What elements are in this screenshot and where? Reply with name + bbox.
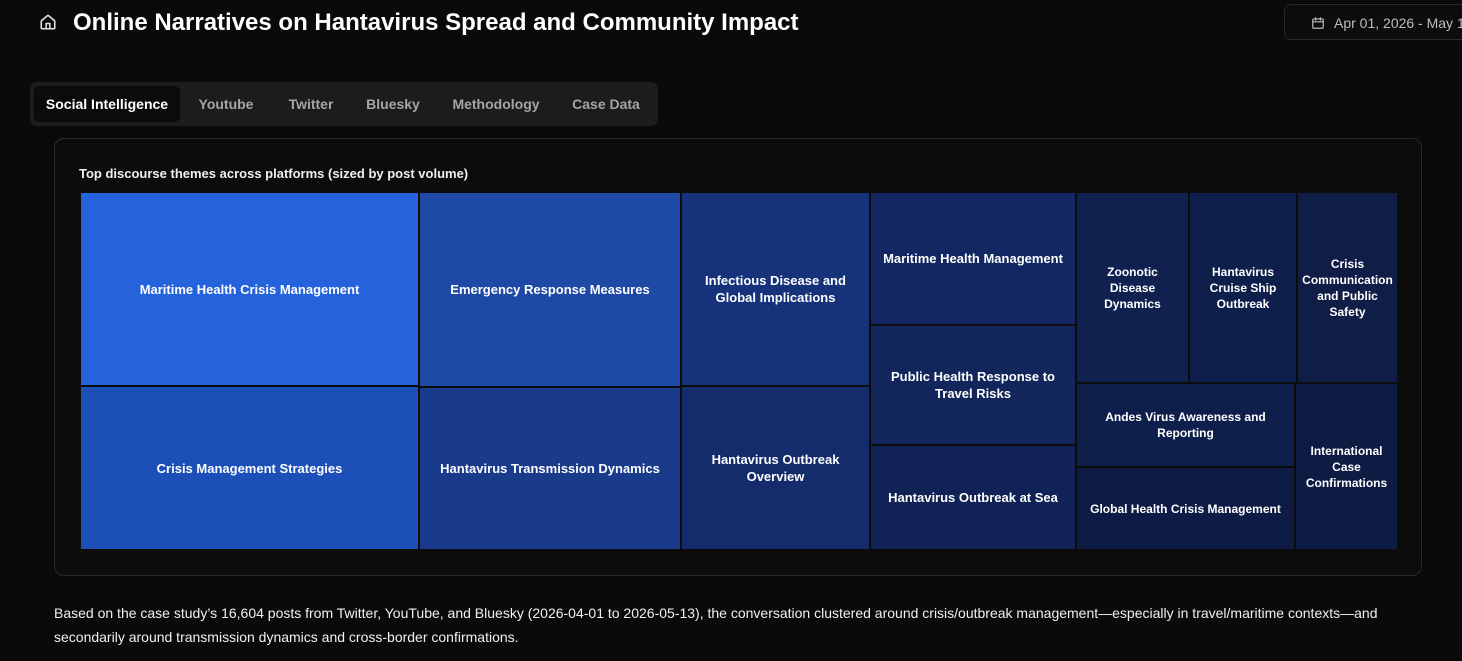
- treemap-tile-label: Hantavirus Cruise Ship Outbreak: [1209, 264, 1277, 311]
- treemap-tile[interactable]: Andes Virus Awareness and Reporting: [1076, 383, 1295, 467]
- treemap-tile[interactable]: Public Health Response to Travel Risks: [870, 325, 1076, 445]
- treemap-tile[interactable]: Crisis Management Strategies: [80, 386, 419, 550]
- treemap-card: Top discourse themes across platforms (s…: [54, 138, 1422, 576]
- tab-social-intelligence[interactable]: Social Intelligence: [34, 86, 180, 122]
- treemap-tile-label: Maritime Health Crisis Management: [139, 281, 360, 297]
- treemap-tile-label: Hantavirus Outbreak at Sea: [888, 490, 1058, 505]
- treemap-tile[interactable]: Infectious Disease and Global Implicatio…: [681, 192, 870, 386]
- treemap-tile-label: International Case Confirmations: [1305, 443, 1388, 490]
- treemap-tile[interactable]: Hantavirus Outbreak Overview: [681, 386, 870, 550]
- tab-methodology[interactable]: Methodology: [452, 96, 540, 112]
- treemap-tile[interactable]: Maritime Health Crisis Management: [80, 192, 419, 386]
- tab-bluesky[interactable]: Bluesky: [366, 96, 420, 112]
- treemap-tile[interactable]: Hantavirus Cruise Ship Outbreak: [1189, 192, 1297, 383]
- treemap-tile[interactable]: Hantavirus Outbreak at Sea: [870, 445, 1076, 550]
- tab-youtube[interactable]: Youtube: [198, 96, 254, 112]
- treemap-tile-label: Infectious Disease and Global Implicatio…: [705, 273, 846, 305]
- treemap-tile-label: Maritime Health Management: [883, 251, 1063, 266]
- treemap-tile[interactable]: Hantavirus Transmission Dynamics: [419, 387, 681, 550]
- treemap-tile-label: Hantavirus Outbreak Overview: [711, 452, 840, 484]
- treemap-chart: Maritime Health Crisis Management Crisis …: [80, 192, 1398, 550]
- treemap-tile-label: Andes Virus Awareness and Reporting: [1105, 410, 1266, 440]
- treemap-tile-label: Hantavirus Transmission Dynamics: [440, 461, 660, 476]
- treemap-tile[interactable]: Emergency Response Measures: [419, 192, 681, 387]
- tab-bar: Social Intelligence Youtube Twitter Blue…: [30, 82, 658, 126]
- treemap-tile-label: Global Health Crisis Management: [1090, 501, 1281, 516]
- treemap-tile[interactable]: Maritime Health Management: [870, 192, 1076, 325]
- treemap-tile-label: Public Health Response to Travel Risks: [891, 369, 1055, 401]
- tab-case-data[interactable]: Case Data: [572, 96, 640, 112]
- date-range-picker[interactable]: Apr 01, 2026 - May 13, 2026: [1284, 4, 1462, 40]
- treemap-tile[interactable]: Crisis Communication and Public Safety: [1297, 192, 1398, 383]
- treemap-tile[interactable]: Zoonotic Disease Dynamics: [1076, 192, 1189, 383]
- calendar-icon: [1312, 17, 1324, 29]
- summary-text: Based on the case study’s 16,604 posts f…: [54, 605, 1378, 645]
- treemap-tile-label: Zoonotic Disease Dynamics: [1104, 264, 1161, 311]
- chart-title: Top discourse themes across platforms (s…: [79, 166, 469, 181]
- home-icon[interactable]: [39, 13, 57, 31]
- treemap-tile-label: Emergency Response Measures: [450, 282, 650, 297]
- page-title: Online Narratives on Hantavirus Spread a…: [73, 9, 799, 36]
- treemap-tile[interactable]: Global Health Crisis Management: [1076, 467, 1295, 550]
- treemap-tile[interactable]: International Case Confirmations: [1295, 383, 1398, 550]
- treemap-tile-label: Crisis Communication and Public Safety: [1302, 256, 1393, 319]
- header: Online Narratives on Hantavirus Spread a…: [0, 0, 1462, 50]
- treemap-tile-label: Crisis Management Strategies: [156, 460, 343, 476]
- tab-twitter[interactable]: Twitter: [288, 96, 334, 112]
- date-range-text: Apr 01, 2026 - May 13, 2026: [1334, 15, 1462, 31]
